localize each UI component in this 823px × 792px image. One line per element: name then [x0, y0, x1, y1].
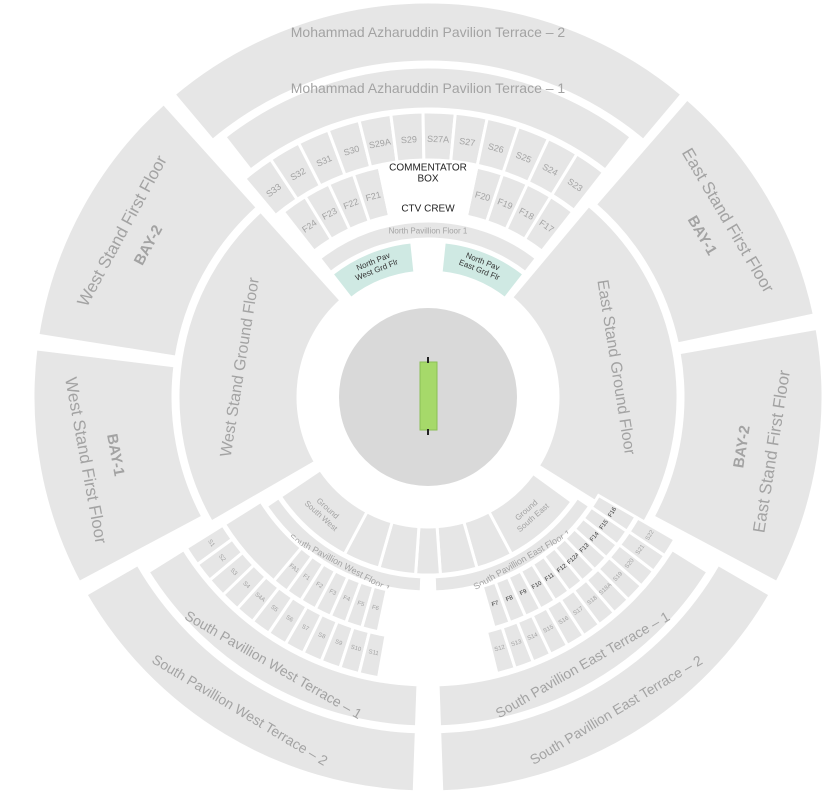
section-label: S27A — [427, 134, 449, 145]
section-label: Mohammad Azharuddin Pavilion Terrace – 1 — [291, 80, 566, 96]
seat-block[interactable] — [357, 629, 388, 680]
seat-block[interactable] — [278, 467, 369, 557]
section-label: S29 — [401, 134, 418, 145]
section-label: F2 — [314, 581, 324, 590]
seat-block[interactable] — [487, 471, 575, 557]
section-label: S7 — [300, 624, 310, 633]
section-label: F3 — [328, 589, 338, 598]
section-label: F8 — [505, 595, 514, 603]
section-label: S8 — [317, 632, 327, 641]
seat-block[interactable] — [589, 493, 638, 534]
stand-section[interactable] — [222, 65, 634, 173]
section-label: F5 — [356, 600, 365, 608]
section-label: F13 — [579, 542, 591, 554]
section-label: North Pavillion Floor 1 — [389, 227, 468, 236]
stand-section[interactable] — [593, 96, 817, 346]
seat-block[interactable] — [329, 240, 417, 301]
section-label: F14 — [589, 531, 601, 543]
section-label: S15 — [543, 624, 556, 635]
section-label: F21 — [364, 189, 382, 203]
section-label: S13 — [510, 639, 523, 648]
stand-section[interactable] — [436, 547, 710, 729]
section-label: Mohammad Azharuddin Pavilion Terrace – 2 — [291, 24, 566, 40]
section-label: F20 — [474, 189, 492, 203]
section-label: S5 — [269, 604, 279, 614]
section-label: F11 — [544, 572, 556, 583]
section-label: S3 — [229, 568, 239, 578]
stand-section[interactable] — [31, 347, 205, 585]
seat-block[interactable] — [626, 515, 677, 558]
stand-section[interactable] — [83, 562, 418, 792]
section-label: S26 — [487, 141, 505, 155]
seat-block[interactable] — [222, 499, 304, 583]
section-label: S14 — [527, 632, 540, 642]
seat-block[interactable] — [439, 240, 527, 301]
floor-band — [264, 495, 424, 594]
section-label: S30 — [342, 143, 360, 157]
stand-section[interactable] — [36, 101, 260, 359]
section-label: S4 — [241, 581, 251, 591]
floor-band — [317, 219, 539, 275]
stand-section[interactable] — [146, 547, 420, 729]
section-label: COMMENTATOR — [389, 163, 467, 174]
stand-section[interactable] — [509, 203, 680, 532]
section-label: FA1 — [288, 563, 301, 575]
commentator-box — [377, 160, 479, 202]
section-label: S22 — [645, 529, 656, 542]
section-label: F9 — [519, 588, 529, 597]
section-label: F16 — [608, 506, 619, 519]
section-label: BAY-2 — [730, 424, 753, 469]
section-label: F1 — [302, 573, 312, 582]
section-label: S9 — [334, 639, 344, 647]
section-label: S17 — [572, 605, 585, 616]
section-label: CTV CREW — [401, 204, 455, 215]
floor-band — [432, 495, 592, 594]
section-label: S16 — [558, 615, 571, 626]
section-label: S4A — [253, 592, 266, 604]
stand-section[interactable] — [171, 0, 685, 143]
seat-block[interactable] — [522, 194, 575, 254]
section-label: F6 — [371, 605, 380, 613]
section-label: S29A — [368, 137, 392, 151]
section-label: F12 — [556, 563, 568, 575]
section-label: S21 — [635, 543, 646, 556]
section-label: S27 — [459, 136, 476, 148]
section-label: F4 — [342, 595, 351, 603]
section-label: S12 — [494, 644, 507, 653]
section-label: S11 — [368, 649, 380, 657]
section-label: S2 — [217, 554, 227, 564]
section-label: S18 — [587, 595, 600, 607]
section-label: F10 — [531, 580, 544, 591]
seat-block[interactable] — [359, 584, 389, 634]
pitch-strip — [419, 361, 438, 431]
section-label: F7 — [491, 600, 500, 608]
section-label: S6 — [284, 615, 294, 624]
seat-block[interactable] — [549, 151, 606, 213]
section-label: S1 — [206, 539, 215, 549]
section-label: S20 — [624, 557, 636, 570]
section-label: F15 — [599, 519, 610, 531]
section-label: BOX — [417, 174, 438, 185]
stand-section[interactable] — [176, 209, 344, 525]
section-label: S10 — [350, 644, 363, 653]
